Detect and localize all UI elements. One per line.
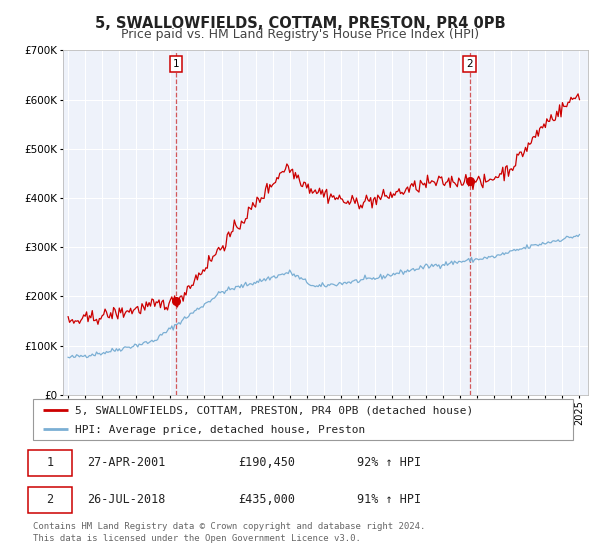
Text: 92% ↑ HPI: 92% ↑ HPI bbox=[357, 456, 421, 469]
Text: 91% ↑ HPI: 91% ↑ HPI bbox=[357, 493, 421, 506]
Text: HPI: Average price, detached house, Preston: HPI: Average price, detached house, Pres… bbox=[75, 425, 365, 435]
Text: 5, SWALLOWFIELDS, COTTAM, PRESTON, PR4 0PB: 5, SWALLOWFIELDS, COTTAM, PRESTON, PR4 0… bbox=[95, 16, 505, 31]
FancyBboxPatch shape bbox=[33, 399, 573, 440]
Text: 26-JUL-2018: 26-JUL-2018 bbox=[87, 493, 166, 506]
Text: 1: 1 bbox=[173, 59, 179, 69]
Text: 2: 2 bbox=[46, 493, 53, 506]
Text: £190,450: £190,450 bbox=[238, 456, 295, 469]
Text: Contains HM Land Registry data © Crown copyright and database right 2024.
This d: Contains HM Land Registry data © Crown c… bbox=[33, 522, 425, 543]
Text: 27-APR-2001: 27-APR-2001 bbox=[87, 456, 166, 469]
FancyBboxPatch shape bbox=[28, 450, 72, 476]
Text: Price paid vs. HM Land Registry's House Price Index (HPI): Price paid vs. HM Land Registry's House … bbox=[121, 28, 479, 41]
Text: 5, SWALLOWFIELDS, COTTAM, PRESTON, PR4 0PB (detached house): 5, SWALLOWFIELDS, COTTAM, PRESTON, PR4 0… bbox=[75, 406, 473, 416]
Text: 1: 1 bbox=[46, 456, 53, 469]
Text: £435,000: £435,000 bbox=[238, 493, 295, 506]
Text: 2: 2 bbox=[466, 59, 473, 69]
FancyBboxPatch shape bbox=[28, 487, 72, 513]
